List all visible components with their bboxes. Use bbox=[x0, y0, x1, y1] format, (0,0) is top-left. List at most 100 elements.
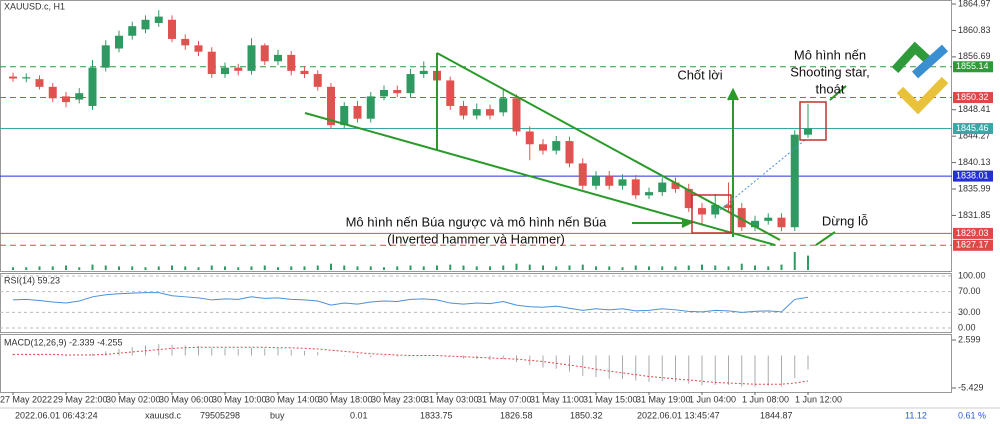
candle-body bbox=[512, 98, 521, 132]
macd-tick-label: 2.599 bbox=[958, 334, 981, 344]
status-item: 2022.06.01 13:45:47 bbox=[637, 410, 720, 420]
y-tick-label: 1856.69 bbox=[958, 51, 991, 61]
level-box bbox=[953, 61, 993, 73]
candle-body bbox=[287, 54, 296, 71]
candle-body bbox=[592, 176, 600, 186]
candle-body bbox=[777, 217, 786, 228]
candle-body bbox=[804, 128, 812, 135]
candle-body bbox=[366, 96, 375, 119]
shooting-star-label: Mô hình nến bbox=[794, 47, 866, 62]
macd-tick-label: -5.429 bbox=[958, 382, 984, 392]
candle-body bbox=[737, 208, 746, 228]
candle-body bbox=[168, 19, 176, 39]
candle-body bbox=[300, 70, 309, 75]
candle-body bbox=[552, 141, 561, 151]
level-box bbox=[953, 239, 993, 251]
candle-body bbox=[194, 45, 203, 52]
candle-body bbox=[393, 90, 402, 94]
candle-body bbox=[525, 131, 534, 145]
macd-frame bbox=[0, 334, 952, 393]
candle-body bbox=[658, 182, 667, 193]
logo-yellow bbox=[896, 76, 949, 115]
y-tick-label: 1848.41 bbox=[958, 104, 991, 114]
candle-body bbox=[260, 45, 269, 62]
candle-body bbox=[406, 74, 415, 94]
status-item: 79505298 bbox=[200, 410, 240, 420]
level-label: 1845.46 bbox=[956, 123, 989, 133]
x-tick-label: 31 May 07:00 bbox=[477, 394, 532, 404]
candle-body bbox=[419, 70, 428, 75]
candle-body bbox=[22, 77, 31, 79]
candle-body bbox=[499, 98, 508, 113]
candle-body bbox=[671, 182, 680, 189]
level-label: 1838.01 bbox=[956, 170, 989, 180]
candle-body bbox=[684, 188, 693, 209]
take-profit-label: Chốt lời bbox=[677, 67, 722, 82]
candle-body bbox=[340, 105, 349, 126]
level-box bbox=[953, 92, 993, 104]
candle-body bbox=[62, 96, 70, 103]
pattern-boxes bbox=[691, 101, 827, 234]
x-tick-label: 30 May 10:00 bbox=[212, 394, 267, 404]
x-tick-label: 30 May 14:00 bbox=[265, 394, 320, 404]
level-box bbox=[953, 227, 993, 239]
wedge-bottom bbox=[304, 112, 776, 246]
y-tick-label: 1831.85 bbox=[958, 210, 991, 220]
candle-body bbox=[115, 35, 123, 49]
x-tick-label: 30 May 06:00 bbox=[159, 394, 214, 404]
status-item: 1833.75 bbox=[420, 410, 453, 420]
status-item: xauusd.c bbox=[145, 410, 182, 420]
rsi-tick-label: 100.00 bbox=[958, 270, 986, 280]
candle-body bbox=[472, 109, 481, 116]
candle-body bbox=[181, 38, 190, 46]
macd-signal bbox=[13, 346, 809, 385]
shooting-star-label: Shooting star, bbox=[790, 64, 870, 79]
x-tick-label: 31 May 03:00 bbox=[424, 394, 479, 404]
rsi-line bbox=[12, 292, 809, 313]
status-item: 1844.87 bbox=[760, 410, 793, 420]
candle-body bbox=[247, 45, 256, 71]
star-arrow bbox=[829, 85, 847, 101]
arrow-head bbox=[727, 87, 739, 101]
status-item: 1826.58 bbox=[500, 410, 533, 420]
candle-body bbox=[486, 109, 494, 116]
candle-body bbox=[631, 179, 640, 196]
y-tick-label: 1860.83 bbox=[958, 25, 991, 35]
level-label: 1829.03 bbox=[956, 228, 989, 238]
candle-body bbox=[446, 80, 455, 106]
candle-body bbox=[698, 208, 706, 215]
x-tick-label: 31 May 11:00 bbox=[530, 394, 584, 404]
x-tick-label: 1 Jun 04:00 bbox=[689, 394, 736, 404]
rsi-label: RSI(14) 59.23 bbox=[4, 275, 60, 285]
candle-body bbox=[128, 26, 137, 36]
candle-body bbox=[221, 67, 229, 75]
wedge bbox=[304, 52, 847, 246]
shooting-star-label: thoát bbox=[816, 81, 845, 96]
x-tick-label: 1 Jun 12:00 bbox=[795, 394, 842, 404]
status-item: 0.01 bbox=[350, 410, 368, 420]
macd-label: MACD(12,26,9) -2.339 -4.255 bbox=[4, 337, 123, 347]
stop-arrow bbox=[815, 231, 836, 246]
x-tick-label: 31 May 19:00 bbox=[636, 394, 691, 404]
y-tick-label: 1844.27 bbox=[958, 131, 991, 141]
status-item: 1850.32 bbox=[570, 410, 603, 420]
arrow-head bbox=[681, 218, 693, 228]
candle-body bbox=[539, 144, 547, 151]
rsi-frame bbox=[0, 273, 952, 333]
y-tick-label: 1864.97 bbox=[958, 0, 991, 8]
candle-body bbox=[9, 76, 17, 79]
level-label: 1827.17 bbox=[956, 240, 989, 250]
candle-body bbox=[35, 79, 44, 87]
x-tick-label: 30 May 23:00 bbox=[371, 394, 426, 404]
candle-body bbox=[605, 176, 614, 186]
x-tick-label: 27 May 2022 bbox=[0, 394, 52, 404]
stop-loss-label: Dừng lỗ bbox=[822, 213, 868, 228]
x-tick-label: 30 May 02:00 bbox=[106, 394, 161, 404]
candle-body bbox=[711, 204, 720, 215]
candle-body bbox=[274, 54, 282, 62]
hammer-label: Mô hình nến Búa ngược và mô hình nến Búa bbox=[346, 214, 608, 229]
level-box bbox=[953, 123, 993, 135]
candle-body bbox=[618, 179, 627, 186]
